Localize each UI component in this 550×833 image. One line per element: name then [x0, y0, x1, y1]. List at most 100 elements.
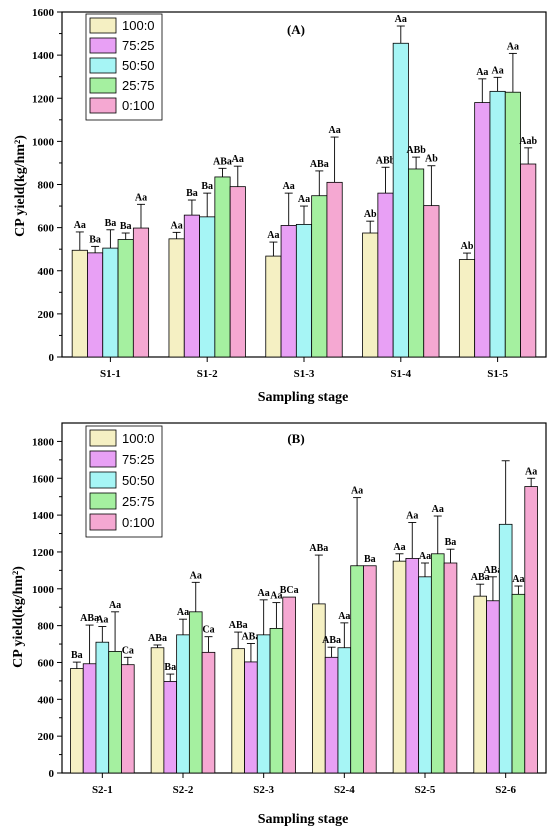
- panel-a-bar-s1-4-100-0: [362, 232, 379, 358]
- panel-b-significance-label: ABa: [483, 565, 502, 576]
- panel-b-significance-label: ABa: [241, 632, 260, 643]
- panel-b-significance-label: ABa: [80, 613, 99, 624]
- panel-b-y-tick-label: 1600: [32, 473, 55, 485]
- panel-a: (A) CP yield(kg/hm²) Sampling stage 0 200…: [13, 7, 547, 405]
- panel-b-legend-label: 75:25: [122, 452, 155, 467]
- panel-a-significance-label: ABb: [406, 145, 426, 156]
- panel-b-bar-s2-1-25-75: [108, 651, 122, 774]
- panel-a-y-tick-label: 200: [38, 309, 55, 321]
- panel-a-significance-label: Aa: [170, 220, 182, 231]
- panel-a-significance-label: Ab: [461, 241, 474, 252]
- panel-a-y-axis-title: CP yield(kg/hm²): [13, 135, 28, 237]
- panel-a-bar-s1-1-75-25: [87, 252, 104, 358]
- panel-a-bar-s1-5-0-100: [520, 163, 537, 358]
- panel-b-significance-label: Aa: [338, 611, 350, 622]
- panel-b-significance-label: Aa: [525, 466, 537, 477]
- panel-a-bar-s1-3-25-75: [311, 195, 328, 358]
- panel-a-bar-s1-1-25-75: [117, 239, 134, 358]
- panel-b: (B) CP yield(kg/hm²) Sampling stage 0 200…: [11, 422, 547, 827]
- panel-b-title: (B): [287, 431, 304, 446]
- panel-a-y-tick-label: 400: [38, 266, 55, 278]
- panel-b-bar-s2-6-50-50: [498, 523, 513, 774]
- panel-a-y-tick-label: 1200: [32, 93, 55, 105]
- panel-b-bar-s2-2-50-50: [176, 634, 190, 774]
- panel-a-y-tick-label: 0: [49, 352, 55, 364]
- panel-a-x-tick-label: S1-2: [197, 368, 218, 380]
- panel-b-significance-label: Ca: [202, 625, 214, 636]
- panel-b-legend-swatch: [89, 492, 117, 510]
- panel-a-bar-s1-3-100-0: [265, 255, 282, 358]
- panel-a-bar-s1-1-50-50: [102, 247, 119, 358]
- panel-a-significance-label: Ba: [89, 234, 101, 245]
- panel-a-significance-label: Aa: [395, 14, 407, 25]
- panel-b-legend-swatch: [89, 429, 117, 447]
- panel-b-significance-label: Aa: [258, 588, 270, 599]
- panel-b-y-tick-label: 1000: [32, 584, 55, 596]
- panel-a-bar-s1-1-0-100: [132, 227, 150, 358]
- panel-b-bar-s2-1-0-100: [121, 664, 135, 774]
- panel-a-significance-label: Ab: [364, 209, 377, 220]
- panel-a-significance-label: Aa: [232, 154, 244, 165]
- panel-a-bar-s1-4-50-50: [392, 42, 409, 358]
- panel-b-bar-s2-3-75-25: [244, 661, 258, 774]
- panel-b-bar-s2-5-0-100: [443, 562, 458, 774]
- panel-b-bar-s2-1-75-25: [82, 663, 97, 774]
- panel-b-significance-label: Aa: [177, 607, 189, 618]
- panel-b-y-tick-label: 400: [38, 694, 55, 706]
- panel-b-significance-label: ABa: [229, 620, 248, 631]
- panel-a-significance-label: ABa: [310, 159, 329, 170]
- panel-a-bar-s1-4-0-100: [423, 205, 440, 358]
- panel-a-significance-label: Aa: [507, 41, 519, 52]
- panel-b-bar-s2-3-0-100: [282, 596, 296, 774]
- panel-b-legend-swatch: [89, 513, 117, 531]
- panel-a-bar-s1-2-100-0: [168, 238, 185, 358]
- panel-a-significance-label: Ba: [120, 221, 132, 232]
- panel-b-y-tick-label: 0: [49, 768, 55, 780]
- panel-b-significance-label: Aa: [96, 615, 108, 626]
- panel-b-y-tick-label: 1400: [32, 510, 55, 522]
- panel-a-significance-label: Ba: [186, 188, 198, 199]
- panel-b-significance-label: Aa: [432, 504, 444, 515]
- panel-b-x-tick-label: S2-1: [92, 784, 113, 796]
- panel-a-bar-s1-3-0-100: [326, 181, 343, 358]
- panel-b-bar-s2-4-50-50: [337, 647, 352, 774]
- panel-a-significance-label: Aa: [476, 67, 488, 78]
- panel-b-significance-label: Aa: [351, 486, 363, 497]
- panel-a-title: (A): [287, 22, 305, 37]
- panel-a-bar-s1-2-25-75: [214, 176, 231, 358]
- panel-a-bar-s1-5-75-25: [474, 102, 491, 358]
- panel-a-legend-swatch: [89, 77, 117, 94]
- panel-a-significance-label: ABa: [213, 156, 232, 167]
- panel-a-bar-s1-4-25-75: [408, 168, 425, 358]
- panel-a-y-tick-label: 1600: [32, 7, 55, 19]
- panel-b-bar-s2-4-75-25: [324, 656, 339, 774]
- panel-a-bar-s1-2-0-100: [229, 186, 246, 358]
- panel-b-legend-label: 100:0: [122, 431, 155, 446]
- panel-a-significance-label: Aa: [135, 192, 147, 203]
- panel-a-x-tick-label: S1-3: [294, 368, 315, 380]
- panel-b-significance-label: ABa: [471, 572, 490, 583]
- panel-b-y-tick-label: 800: [38, 621, 55, 633]
- panel-a-y-tick-label: 1400: [32, 50, 55, 62]
- panel-b-significance-label: ABa: [148, 633, 167, 644]
- panel-b-significance-label: Ba: [445, 537, 457, 548]
- panel-b-x-tick-label: S2-4: [334, 784, 355, 796]
- panel-a-legend-label: 75:25: [122, 38, 155, 53]
- panel-a-legend-label: 25:75: [122, 78, 155, 93]
- panel-b-significance-label: Aa: [190, 570, 202, 581]
- panel-b-bar-s2-5-100-0: [392, 560, 407, 774]
- panel-b-significance-label: ABa: [309, 543, 328, 554]
- panel-b-y-tick-label: 1200: [32, 547, 55, 559]
- panel-b-bar-s2-2-75-25: [163, 681, 178, 774]
- panel-a-bar-s1-3-50-50: [295, 223, 313, 358]
- panel-b-x-axis-title: Sampling stage: [258, 812, 349, 827]
- panel-b-x-tick-label: S2-6: [495, 784, 516, 796]
- panel-b-bar-s2-6-75-25: [486, 600, 500, 774]
- panel-a-significance-label: Aa: [298, 194, 310, 205]
- panel-a-bar-s1-2-75-25: [183, 214, 200, 358]
- panel-b-significance-label: Ca: [122, 645, 134, 656]
- panel-b-bar-s2-1-50-50: [95, 641, 110, 774]
- panel-a-significance-label: Ba: [105, 218, 117, 229]
- panel-a-significance-label: Aa: [267, 230, 279, 241]
- panel-b-significance-label: BCa: [280, 585, 299, 596]
